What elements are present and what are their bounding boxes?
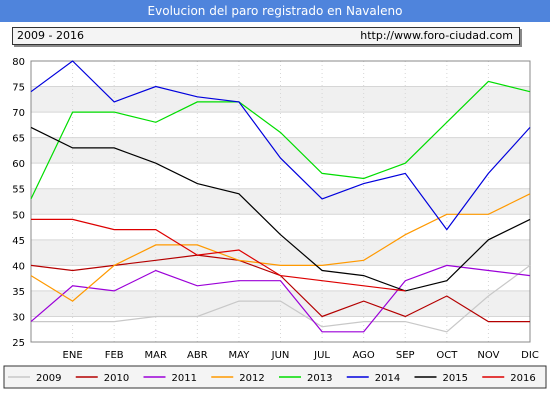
x-tick-label: NOV [477,350,499,361]
source-url: http://www.foro-ciudad.com [360,29,513,42]
y-tick-label: 75 [12,83,25,94]
legend-label-2015: 2015 [443,373,468,384]
y-tick-label: 60 [12,159,25,170]
legend-label-2016: 2016 [510,373,535,384]
x-tick-label: JUN [271,350,290,361]
y-tick-label: 35 [12,287,25,298]
chart-title: Evolucion del paro registrado en Navalen… [0,0,550,22]
grid-band [31,86,530,113]
info-bar: 2009 - 2016 http://www.foro-ciudad.com [12,27,520,45]
legend-label-2010: 2010 [104,373,129,384]
legend [3,365,547,389]
series-line-2015 [30,126,531,292]
legend-label-2011: 2011 [172,373,197,384]
plot-border [30,60,531,343]
series-line-2013 [30,80,531,200]
legend-label-2014: 2014 [375,373,400,384]
y-tick-label: 30 [12,312,25,323]
series-line-2016 [31,218,406,292]
y-tick-label: 70 [12,108,25,119]
x-tick-label: MAY [229,350,251,361]
series-line-2011 [30,264,531,333]
legend-label-2013: 2013 [307,373,332,384]
y-tick-label: 50 [12,210,25,221]
y-tick-label: 65 [12,134,25,145]
y-tick-label: 40 [12,261,25,272]
y-tick-label: 80 [12,57,25,68]
period-label: 2009 - 2016 [17,29,84,42]
y-tick-label: 25 [12,338,25,349]
y-tick-label: 45 [12,236,25,247]
x-tick-label: ENE [63,350,83,361]
x-tick-label: SEP [396,350,415,361]
x-tick-label: MAR [145,350,167,361]
x-tick-label: AGO [353,350,375,361]
x-tick-label: JUL [313,350,330,361]
x-tick-label: FEB [105,350,124,361]
x-tick-label: OCT [436,350,458,361]
legend-label-2009: 2009 [36,373,61,384]
legend-label-2012: 2012 [239,373,264,384]
series-line-2014 [30,60,531,231]
x-tick-label: ABR [187,350,208,361]
series-line-2009 [31,264,531,333]
series-line-2012 [30,193,531,302]
y-tick-label: 55 [12,185,25,196]
grid-band [31,290,530,317]
x-tick-label: DIC [521,350,539,361]
